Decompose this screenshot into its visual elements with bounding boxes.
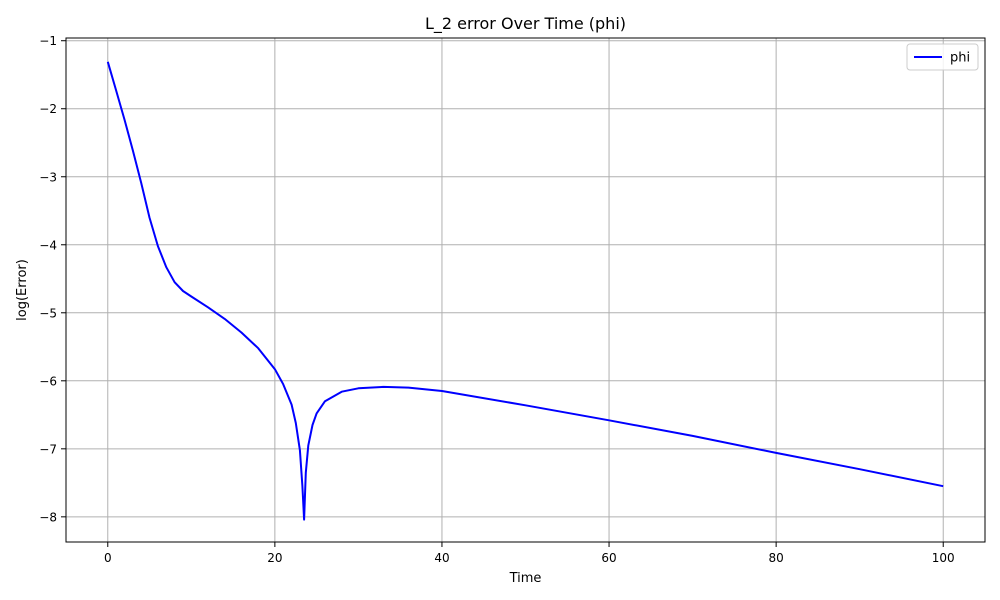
legend-box	[906, 43, 979, 71]
x-tick-label: 0	[104, 551, 112, 565]
axis-ticks: 0 20 40 60 80 100 −8 −7 −6 −5 −4 −3 −2 −1	[39, 34, 954, 565]
legend-label-phi: phi	[950, 51, 970, 66]
series-line-phi	[106, 61, 944, 521]
x-tick-label: 80	[768, 551, 783, 565]
y-axis-label: log(Error)	[15, 259, 30, 321]
series-layer	[106, 61, 944, 521]
y-tick-label: −8	[39, 510, 57, 524]
legend: phi	[906, 43, 979, 71]
x-tick-label: 100	[932, 551, 955, 565]
x-axis-label: Time	[509, 571, 542, 586]
y-tick-label: −2	[39, 102, 57, 116]
y-tick-label: −6	[39, 374, 57, 388]
x-tick-label: 60	[601, 551, 616, 565]
grid-lines	[66, 38, 985, 542]
y-tick-label: −3	[39, 170, 57, 184]
y-tick-label: −5	[39, 306, 57, 320]
y-tick-label: −4	[39, 238, 57, 252]
chart-title: L_2 error Over Time (phi)	[425, 14, 626, 34]
y-tick-label: −1	[39, 34, 57, 48]
x-tick-label: 40	[434, 551, 449, 565]
y-tick-label: −7	[39, 442, 57, 456]
plot-frame	[65, 37, 986, 543]
x-tick-label: 20	[267, 551, 282, 565]
